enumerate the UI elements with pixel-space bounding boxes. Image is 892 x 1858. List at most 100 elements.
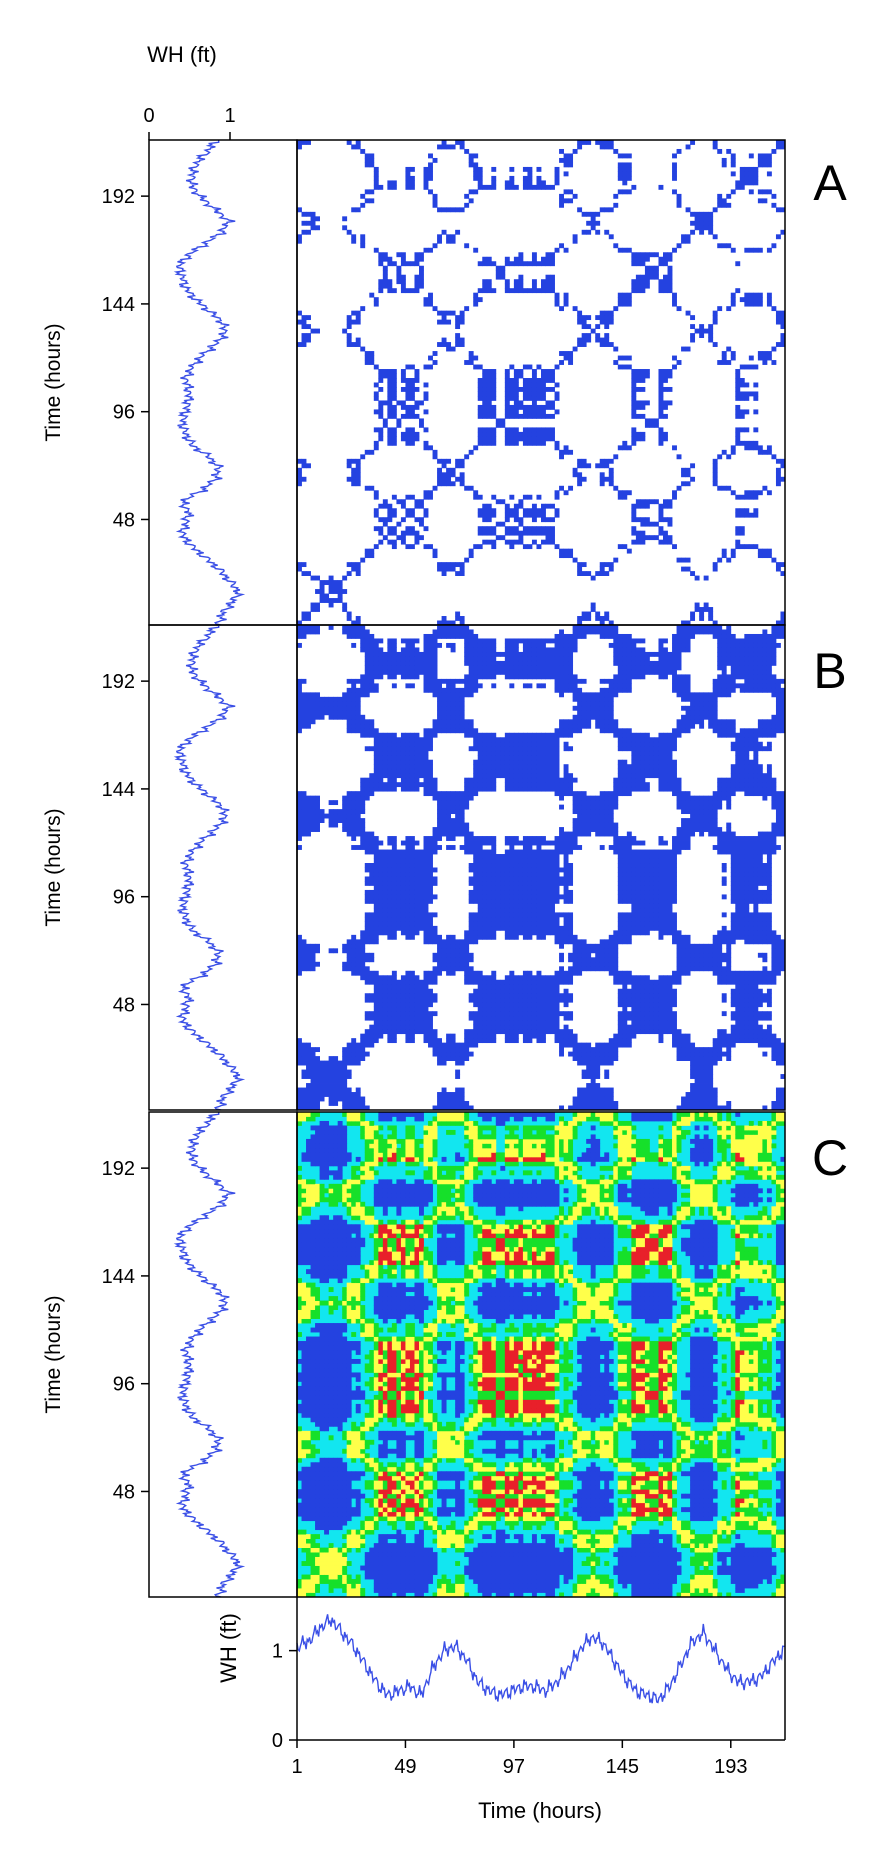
heatmap-b-cell	[522, 656, 528, 662]
heatmap-b-cell	[306, 723, 311, 729]
heatmap-a-cell	[513, 373, 519, 379]
heatmap-b-cell	[396, 669, 402, 675]
heatmap-b-cell	[400, 1020, 406, 1026]
heatmap-b-cell	[441, 809, 447, 815]
heatmap-b-cell	[428, 975, 433, 981]
heatmap-b-cell	[541, 1011, 546, 1017]
heatmap-a-cell	[541, 436, 546, 442]
heatmap-b-cell	[441, 629, 447, 635]
heatmap-b-cell	[473, 791, 479, 797]
heatmap-a-cell	[640, 256, 646, 262]
heatmap-b-cell	[373, 921, 379, 927]
heatmap-b-cell	[346, 809, 352, 815]
heatmap-b-cell	[405, 916, 411, 922]
heatmap-a-cell	[631, 413, 637, 419]
heatmap-b-cell	[364, 687, 370, 693]
heatmap-a-cell	[446, 620, 452, 626]
heatmap-a-cell	[396, 279, 402, 285]
heatmap-b-cell	[396, 925, 402, 931]
heatmap-b-cell	[522, 665, 528, 671]
heatmap-a-cell	[450, 144, 456, 150]
heatmap-b-cell	[333, 1065, 339, 1070]
heatmap-a-cell	[455, 319, 461, 325]
heatmap-a-cell	[414, 378, 420, 383]
heatmap-a-cell	[500, 274, 506, 280]
heatmap-a-cell	[735, 539, 741, 545]
heatmap-b-cell	[482, 1002, 488, 1008]
heatmap-a-cell	[432, 198, 438, 204]
heatmap-a-cell	[387, 530, 393, 536]
heatmap-a-cell	[419, 499, 424, 505]
heatmap-a-cell	[518, 521, 524, 527]
heatmap-b-cell	[378, 1002, 384, 1008]
heatmap-a-cell	[405, 526, 411, 532]
heatmap-a-cell	[757, 198, 763, 204]
heatmap-b-cell	[464, 678, 470, 684]
heatmap-a-cell	[315, 225, 320, 231]
heatmap-a-cell	[441, 310, 447, 316]
heatmap-a-cell	[766, 153, 772, 159]
heatmap-b-cell	[409, 898, 415, 904]
heatmap-b-cell	[328, 714, 334, 720]
heatmap-b-cell	[572, 791, 578, 797]
heatmap-b-cell	[541, 975, 546, 981]
heatmap-b-cell	[545, 669, 551, 675]
heatmap-b-cell	[333, 1074, 339, 1079]
heatmap-b-cell	[333, 1092, 339, 1097]
heatmap-a-cell	[667, 270, 673, 276]
heatmap-b-cell	[297, 719, 302, 725]
heatmap-b-cell	[373, 934, 379, 940]
heatmap-b-cell	[486, 1024, 492, 1030]
heatmap-b-cell	[391, 916, 397, 922]
heatmap-a-cell	[726, 306, 732, 312]
heatmap-b-cell	[455, 1074, 461, 1079]
heatmap-b-cell	[400, 840, 406, 846]
heatmap-a-cell	[649, 422, 655, 428]
heatmap-b-cell	[342, 822, 348, 828]
heatmap-a-cell	[509, 508, 515, 514]
heatmap-b-cell	[559, 943, 564, 949]
heatmap-b-cell	[360, 809, 366, 815]
heatmap-a-cell	[753, 297, 759, 303]
heatmap-a-cell	[617, 153, 623, 159]
heatmap-a-cell	[599, 319, 605, 325]
heatmap-b-cell	[364, 1051, 370, 1057]
heatmap-b-cell	[373, 786, 379, 792]
heatmap-a-cell	[513, 261, 519, 267]
heatmap-b-cell	[581, 1101, 587, 1106]
heatmap-b-cell	[409, 660, 415, 666]
heatmap-b-cell	[387, 1024, 393, 1030]
heatmap-a-cell	[572, 346, 578, 352]
heatmap-b-cell	[522, 984, 528, 990]
heatmap-a-cell	[382, 503, 388, 509]
heatmap-b-cell	[459, 831, 465, 837]
heatmap-a-cell	[468, 351, 474, 356]
heatmap-a-cell	[378, 409, 384, 415]
heatmap-a-cell	[554, 395, 560, 401]
heatmap-a-cell	[491, 378, 497, 383]
heatmap-a-cell	[423, 301, 429, 307]
heatmap-b-cell	[297, 723, 302, 729]
heatmap-b-cell	[310, 800, 316, 806]
heatmap-b-cell	[409, 750, 415, 756]
heatmap-b-cell	[409, 867, 415, 873]
heatmap-b-cell	[477, 836, 483, 841]
heatmap-a-cell	[536, 382, 542, 388]
heatmap-a-cell	[644, 270, 650, 276]
heatmap-a-cell	[699, 225, 705, 231]
heatmap-b-cell	[550, 777, 555, 783]
heatmap-b-cell	[464, 777, 470, 783]
heatmap-a-cell	[409, 526, 415, 532]
heatmap-a-cell	[419, 279, 424, 285]
heatmap-b-cell	[405, 1033, 411, 1039]
heatmap-b-cell	[459, 818, 465, 823]
heatmap-b-cell	[360, 728, 366, 734]
heatmap-a-cell	[766, 445, 772, 451]
heatmap-a-cell	[568, 189, 574, 195]
heatmap-b-cell	[310, 804, 316, 810]
heatmap-b-cell	[360, 939, 366, 945]
heatmap-b-cell	[428, 1029, 433, 1035]
heatmap-b-cell	[541, 638, 546, 644]
heatmap-b-cell	[405, 858, 411, 864]
heatmap-b-cell	[527, 903, 533, 909]
